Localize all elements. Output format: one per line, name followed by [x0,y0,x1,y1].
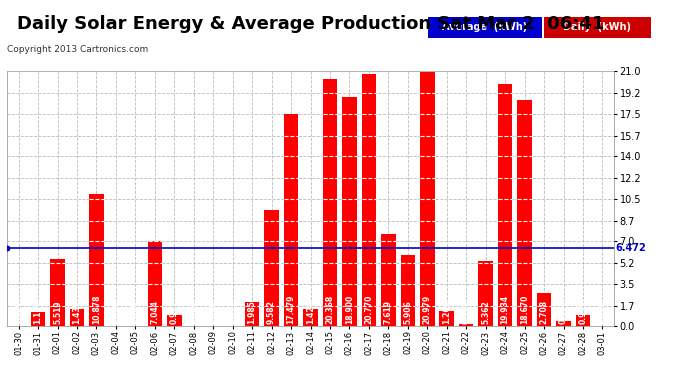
Bar [89,194,104,326]
Text: 1.186: 1.186 [34,300,43,324]
Bar [440,311,454,326]
Text: 7.619: 7.619 [384,300,393,324]
Text: 0.056: 0.056 [14,301,23,324]
Text: Daily  (kWh): Daily (kWh) [563,22,631,32]
Text: Average  (kWh): Average (kWh) [442,22,527,32]
Text: 9.582: 9.582 [267,300,276,324]
Text: 5.519: 5.519 [53,301,62,324]
Text: 2.708: 2.708 [540,300,549,324]
Bar [31,312,46,326]
Bar [459,324,473,326]
Text: 0.000: 0.000 [111,300,120,324]
Bar [342,97,357,326]
Bar [575,315,590,326]
Text: 0.911: 0.911 [170,300,179,324]
Bar [167,315,181,326]
Text: 1.439: 1.439 [72,300,81,324]
Bar [362,74,376,326]
Text: 0.464: 0.464 [559,300,568,324]
Bar [245,302,259,326]
Bar [381,234,395,326]
Text: 1.426: 1.426 [306,300,315,324]
Text: 20.368: 20.368 [326,295,335,324]
Bar [478,261,493,326]
Text: 19.934: 19.934 [501,295,510,324]
Text: 5.906: 5.906 [404,301,413,324]
Text: 10.878: 10.878 [92,295,101,324]
Text: 0.000: 0.000 [208,300,217,324]
Text: 0.000: 0.000 [131,300,140,324]
Bar [400,255,415,326]
Bar [303,309,318,326]
Text: 0.000: 0.000 [189,300,198,324]
Bar [420,72,435,326]
Bar [556,321,571,326]
Bar [264,210,279,326]
Bar [50,259,65,326]
Text: 0.935: 0.935 [578,301,587,324]
Text: 6.472: 6.472 [615,243,646,253]
Text: 0.000: 0.000 [598,300,607,324]
Text: 17.479: 17.479 [286,295,295,324]
Text: 20.979: 20.979 [423,295,432,324]
Bar [70,309,84,326]
Text: 5.362: 5.362 [481,301,490,324]
Text: 20.770: 20.770 [364,295,373,324]
Text: 1.266: 1.266 [442,300,451,324]
Bar [284,114,298,326]
Text: 0.013: 0.013 [228,300,237,324]
Text: Copyright 2013 Cartronics.com: Copyright 2013 Cartronics.com [7,45,148,54]
Text: 18.900: 18.900 [345,295,354,324]
Bar [497,84,513,326]
Text: 18.670: 18.670 [520,295,529,324]
Text: 1.985: 1.985 [248,300,257,324]
Bar [323,79,337,326]
Text: 7.044: 7.044 [150,300,159,324]
Bar [518,99,532,326]
Text: Daily Solar Energy & Average Production Sat Mar 2  06:41: Daily Solar Energy & Average Production … [17,15,604,33]
Bar [537,293,551,326]
Text: 0.158: 0.158 [462,300,471,324]
Bar [148,241,162,326]
